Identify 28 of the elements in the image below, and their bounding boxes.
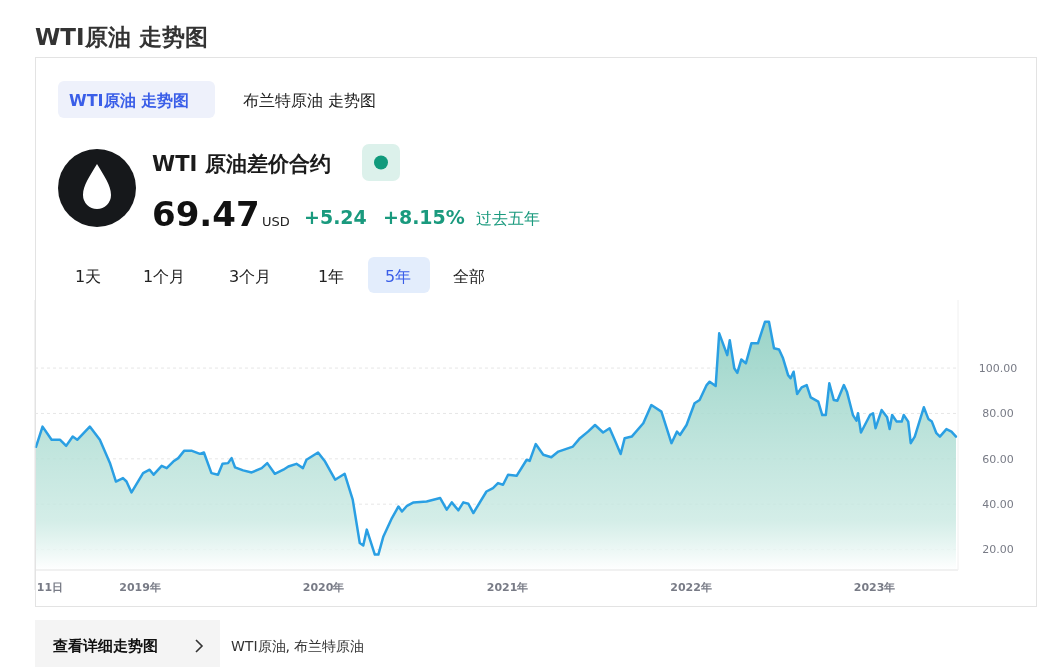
text: 布兰特原油 走势图 <box>243 91 377 110</box>
text: 过去五年 <box>476 209 540 228</box>
x-tick-label: 2021年 <box>486 581 529 594</box>
text: USD <box>262 214 290 229</box>
x-tick-label: 2023年 <box>853 581 896 594</box>
text: +8.15% <box>383 206 465 228</box>
text: +5.24 <box>304 206 367 228</box>
y-tick-label: 60.00 <box>982 452 1014 466</box>
y-tick-label: 100.00 <box>978 361 1018 375</box>
x-tick-label: 2022年 <box>670 581 712 594</box>
y-tick-label: 80.00 <box>982 407 1014 421</box>
text: 3个月 <box>229 267 272 286</box>
text: 全部 <box>453 267 485 286</box>
text: 1年 <box>318 267 345 286</box>
text: WTI 原油差价合约 <box>152 152 331 176</box>
text: 查看详细走势图 <box>52 637 158 655</box>
y-tick-label: 40.00 <box>982 498 1014 512</box>
text: 1天 <box>75 267 102 286</box>
x-tick-label: 2020年 <box>302 581 345 594</box>
chart-title: WTI原油 走势图 <box>35 24 208 50</box>
text: WTI原油, 布兰特原油 <box>231 638 365 654</box>
x-tick-label: 11日 <box>36 581 64 594</box>
text: 69.47 <box>152 194 260 234</box>
y-tick-label: 20.00 <box>982 543 1014 557</box>
text: WTI原油 走势图 <box>69 91 190 110</box>
text: 1个月 <box>143 267 186 286</box>
text: 5年 <box>385 267 412 286</box>
x-tick-label: 2019年 <box>119 581 161 594</box>
